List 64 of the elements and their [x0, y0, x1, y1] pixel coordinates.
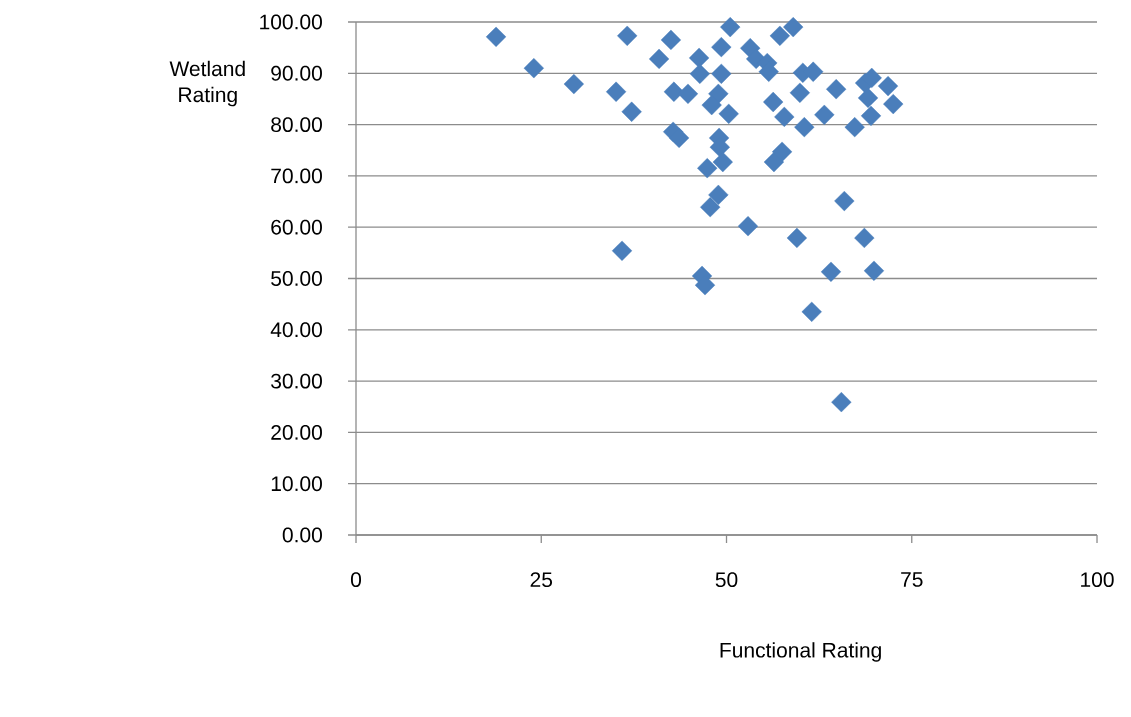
point: [863, 260, 885, 281]
y-tick-label: 60.00: [271, 219, 322, 235]
point: [711, 63, 732, 84]
point: [711, 37, 732, 58]
point: [677, 83, 699, 104]
point: [712, 151, 733, 173]
point: [774, 106, 795, 127]
point: [814, 104, 835, 125]
x-tick-label: 75: [901, 572, 923, 587]
point: [763, 151, 785, 173]
point: [844, 117, 865, 138]
y-tick-label: 90.00: [271, 65, 322, 81]
y-tick-label: 20.00: [271, 424, 322, 440]
point: [523, 58, 544, 79]
point: [794, 117, 815, 138]
x-tick-label: 100: [1081, 572, 1114, 588]
point: [783, 17, 804, 38]
point: [737, 216, 759, 237]
point: [688, 47, 710, 68]
point: [621, 101, 642, 122]
point: [611, 240, 633, 261]
x-axis-title: Functional Rating: [720, 642, 881, 662]
point: [877, 76, 899, 97]
point: [697, 158, 718, 179]
point: [820, 261, 842, 282]
point: [789, 82, 810, 103]
point: [720, 17, 741, 38]
x-tick-label: 0: [350, 572, 362, 588]
y-axis-title: Wetland Rating: [169, 60, 245, 107]
point: [834, 190, 855, 212]
point: [771, 141, 793, 162]
point: [883, 93, 904, 115]
point: [668, 127, 690, 149]
point: [700, 197, 721, 218]
point: [826, 79, 847, 100]
y-tick-label: 10.00: [271, 476, 322, 492]
x-tick-label: 50: [715, 572, 738, 588]
point: [786, 227, 808, 249]
point: [648, 48, 670, 70]
point: [563, 73, 584, 95]
point: [606, 81, 627, 102]
y-tick-label: 40.00: [270, 322, 322, 338]
point: [701, 95, 722, 116]
y-tick-label: 0.00: [282, 527, 322, 543]
point: [708, 184, 729, 205]
x-tick-label: 25: [530, 572, 553, 588]
y-tick-label: 70.00: [271, 168, 322, 184]
point: [485, 26, 507, 47]
point: [831, 392, 852, 413]
y-tick-label: 30.00: [271, 373, 322, 389]
point: [769, 25, 790, 46]
point: [857, 87, 879, 109]
point: [763, 91, 784, 113]
point: [617, 25, 638, 46]
point: [854, 227, 875, 249]
point: [689, 63, 710, 84]
y-tick-label: 50.00: [271, 271, 322, 286]
y-tick-label: 100.00: [260, 14, 322, 30]
point: [860, 105, 882, 126]
y-tick-label: 80.00: [271, 117, 322, 133]
point: [660, 29, 682, 51]
point: [663, 81, 684, 102]
point: [718, 103, 739, 124]
point: [801, 301, 822, 322]
